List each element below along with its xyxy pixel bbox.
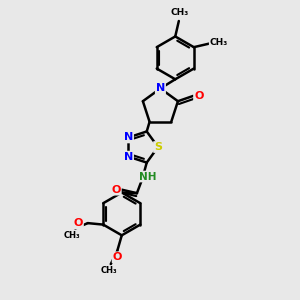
Text: S: S [154,142,162,152]
Text: O: O [112,252,122,262]
Text: N: N [124,132,133,142]
Text: CH₃: CH₃ [170,8,188,17]
Text: O: O [194,91,203,101]
Text: CH₃: CH₃ [64,230,81,239]
Text: N: N [124,152,133,162]
Text: NH: NH [139,172,156,182]
Text: O: O [111,184,121,195]
Text: CH₃: CH₃ [210,38,228,46]
Text: CH₃: CH₃ [101,266,118,275]
Text: O: O [74,218,83,228]
Text: N: N [156,83,165,94]
